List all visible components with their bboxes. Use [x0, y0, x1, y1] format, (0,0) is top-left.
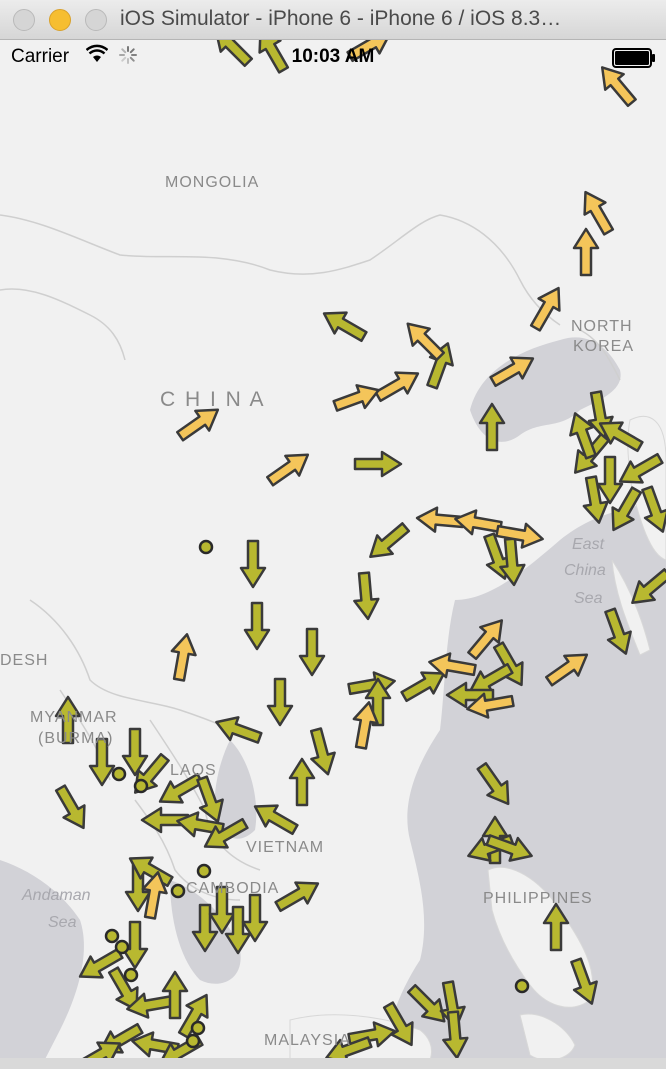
- arrow-marker: [288, 757, 316, 807]
- arrow-marker: [452, 505, 504, 541]
- arrow-marker: [350, 570, 382, 622]
- simulator-screen: MONGOLIA C H I N A NORTH KOREA East Chin…: [0, 40, 666, 1069]
- ios-status-bar: Carrier 10:03 AM: [0, 40, 666, 74]
- arrow-marker: [121, 727, 149, 777]
- arrow-marker: [298, 627, 326, 677]
- zoom-window-button[interactable]: [85, 9, 107, 31]
- label-east-china-sea-line3: Sea: [574, 590, 603, 607]
- arrow-marker: [48, 780, 96, 836]
- calm-dot: [114, 939, 130, 955]
- activity-spinner-icon: [119, 46, 137, 64]
- label-cambodia: CAMBODIA: [186, 880, 280, 897]
- simulator-window-titlebar: iOS Simulator - iPhone 6 - iPhone 6 / iO…: [0, 0, 666, 40]
- arrow-marker: [266, 677, 294, 727]
- status-time: 10:03 AM: [291, 46, 375, 67]
- label-vietnam: VIETNAM: [246, 839, 325, 856]
- arrow-marker: [370, 361, 426, 409]
- label-andaman-sea-line1: Andaman: [22, 887, 91, 904]
- map-attribution-bar: [0, 1058, 666, 1069]
- calm-dot: [196, 863, 212, 879]
- calm-dot: [133, 778, 149, 794]
- calm-dot: [514, 978, 530, 994]
- window-title: iOS Simulator - iPhone 6 - iPhone 6 / iO…: [120, 7, 562, 30]
- label-laos: LAOS: [170, 762, 217, 779]
- label-mongolia: MONGOLIA: [165, 174, 260, 191]
- calm-dot: [104, 928, 120, 944]
- arrow-marker: [523, 280, 571, 336]
- calm-dot: [170, 883, 186, 899]
- arrow-marker: [353, 450, 403, 478]
- label-north-korea-line2: KOREA: [573, 338, 635, 355]
- wifi-icon: [86, 44, 108, 62]
- calm-dot: [123, 967, 139, 983]
- arrow-marker: [270, 871, 326, 919]
- arrow-marker: [572, 227, 600, 277]
- arrow-marker: [211, 709, 265, 751]
- arrow-marker: [247, 794, 303, 842]
- battery-icon: [612, 48, 655, 68]
- calm-dot: [111, 766, 127, 782]
- arrow-marker: [316, 301, 372, 349]
- calm-dot: [198, 539, 214, 555]
- label-china: C H I N A: [160, 388, 266, 411]
- label-malaysia: MALAYSIA: [264, 1032, 351, 1049]
- label-myanmar-line2: (BURMA): [38, 730, 114, 747]
- carrier-name: Carrier: [11, 46, 70, 67]
- arrow-marker: [165, 631, 201, 683]
- label-bangladesh: DESH: [0, 652, 49, 669]
- arrow-marker: [262, 443, 316, 493]
- label-andaman-sea-line2: Sea: [48, 914, 77, 931]
- arrow-marker: [596, 455, 624, 505]
- label-east-china-sea-line1: East: [572, 536, 605, 553]
- arrow-marker: [161, 970, 189, 1020]
- calm-markers: [104, 539, 530, 1049]
- arrow-marker: [239, 539, 267, 589]
- arrow-marker: [573, 184, 621, 240]
- close-window-button[interactable]: [13, 9, 35, 31]
- label-north-korea-line1: NORTH: [571, 318, 633, 335]
- arrow-marker: [243, 601, 271, 651]
- minimize-window-button[interactable]: [49, 9, 71, 31]
- calm-dot: [190, 1020, 206, 1036]
- label-east-china-sea-line2: China: [564, 562, 606, 579]
- label-philippines: PHILIPPINES: [483, 890, 593, 907]
- label-myanmar-line1: MYANMAR: [30, 709, 118, 726]
- water-layer: [0, 337, 666, 1069]
- arrow-marker: [361, 516, 415, 568]
- arrow-marker: [330, 377, 384, 419]
- calm-dot: [185, 1033, 201, 1049]
- arrow-marker: [494, 517, 546, 553]
- map-view[interactable]: [0, 40, 666, 1069]
